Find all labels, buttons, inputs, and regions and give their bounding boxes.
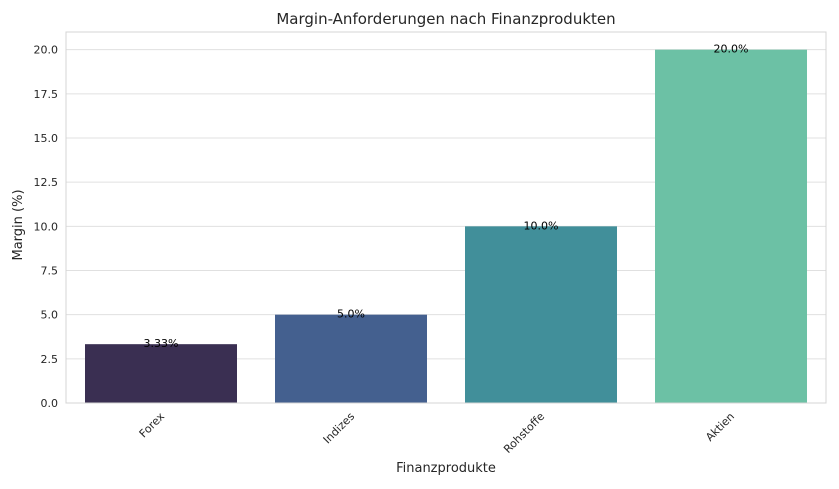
- y-tick-label: 7.5: [41, 265, 59, 278]
- y-tick-label: 20.0: [34, 44, 59, 57]
- y-axis-label: Margin (%): [11, 189, 26, 260]
- data-label-rohstoffe: 10.0%: [524, 219, 559, 232]
- y-tick-label: 2.5: [41, 353, 59, 366]
- x-tick-label-indizes: Indizes: [321, 410, 358, 447]
- y-tick-label: 12.5: [34, 176, 59, 189]
- x-tick-label-rohstoffe: Rohstoffe: [501, 410, 547, 456]
- x-tick-label-aktien: Aktien: [703, 410, 737, 444]
- data-label-indizes: 5.0%: [337, 308, 365, 321]
- bar-rohstoffe: [465, 226, 617, 403]
- data-label-aktien: 20.0%: [714, 43, 749, 56]
- y-tick-label: 15.0: [34, 132, 59, 145]
- data-labels: 3.33% 5.0% 10.0% 20.0%: [144, 43, 749, 351]
- bar-forex: [85, 344, 237, 403]
- bar-indizes: [275, 314, 427, 403]
- data-label-forex: 3.33%: [144, 337, 179, 350]
- y-tick-label: 10.0: [34, 220, 59, 233]
- plot-frame: [65, 31, 827, 404]
- bars: [85, 49, 807, 404]
- chart-title: Margin-Anforderungen nach Finanzprodukte…: [276, 10, 615, 28]
- y-tick-label: 0.0: [41, 397, 59, 410]
- x-axis-label: Finanzprodukte: [396, 461, 496, 476]
- bar-aktien: [655, 49, 807, 404]
- y-tick-label: 17.5: [34, 88, 59, 101]
- y-axis-ticks: 0.0 2.5 5.0 7.5 10.0 12.5 15.0 17.5 20.0: [34, 44, 59, 410]
- x-tick-label-forex: Forex: [137, 410, 168, 441]
- x-axis-ticks: Forex Indizes Rohstoffe Aktien: [137, 410, 737, 456]
- y-tick-label: 5.0: [41, 309, 59, 322]
